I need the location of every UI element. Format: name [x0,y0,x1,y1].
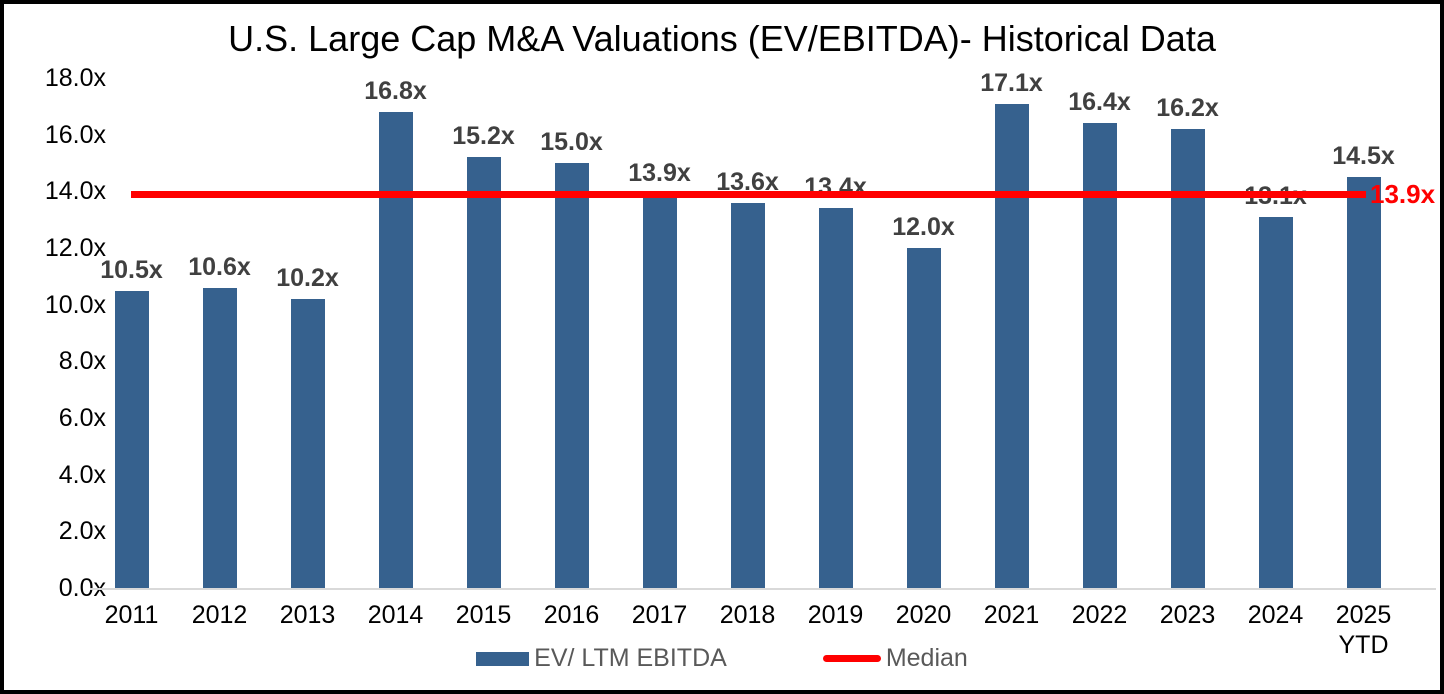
bar-2014 [378,112,413,588]
bar-value-label-2025-YTD: 14.5x [1332,142,1395,171]
bar-2020 [906,248,941,588]
y-axis-tick-label: 8.0x [58,347,106,376]
legend-label: Median [885,644,968,672]
legend: EV/ LTM EBITDA Median [4,644,1440,673]
line-swatch-icon [822,655,881,662]
bar-swatch-icon [476,651,530,666]
y-axis-tick-label: 12.0x [44,234,106,262]
bar-value-label-2013: 10.2x [276,264,339,292]
legend-item-median: Median [822,644,968,673]
x-axis-label-2015: 2015 [455,601,512,629]
y-axis-tick-label: 14.0x [44,177,106,206]
x-axis-label-2016: 2016 [543,601,600,629]
x-axis-label-2022: 2022 [1071,601,1128,629]
bar-value-label-2019: 13.4x [804,173,867,202]
bar-value-label-2017: 13.9x [628,159,691,188]
median-value-label: 13.9x [1370,179,1436,210]
bar-value-label-2011: 10.5x [100,255,163,284]
chart-title: U.S. Large Cap M&A Valuations (EV/EBITDA… [228,18,1216,59]
y-axis-tick-label: 6.0x [58,404,106,432]
bar-2021 [994,103,1029,588]
y-axis-tick-label: 16.0x [44,120,106,149]
bar-value-label-2016: 15.0x [540,128,603,156]
x-axis-label-2014: 2014 [367,601,424,629]
y-axis-tick-label: 2.0x [58,517,106,546]
x-axis-label-2025-YTD: 2025 YTD [1335,601,1392,659]
bar-value-label-2012: 10.6x [188,252,251,281]
x-axis-label-2012: 2012 [191,601,248,629]
bar-2024 [1258,216,1293,588]
bar-2017 [642,194,677,588]
bar-2013 [290,299,325,588]
x-axis-label-2013: 2013 [279,601,336,629]
bar-2015 [466,157,501,588]
bar-2022 [1082,123,1117,588]
y-axis-tick-label: 18.0x [44,64,106,92]
legend-label: EV/ LTM EBITDA [534,644,727,672]
bar-value-label-2015: 15.2x [452,122,515,151]
x-axis-label-2017: 2017 [631,601,688,629]
bar-2025-YTD [1346,177,1381,588]
bar-2019 [818,208,853,588]
bar-value-label-2023: 16.2x [1156,94,1219,122]
x-axis-label-2023: 2023 [1159,601,1216,629]
bar-2016 [554,163,589,588]
x-axis-label-2011: 2011 [104,601,159,629]
x-axis-label-2024: 2024 [1247,601,1304,629]
bar-2012 [202,287,237,588]
bar-value-label-2021: 17.1x [980,68,1043,97]
bar-2011 [114,290,149,588]
median-line [131,190,1366,198]
x-axis-label-2018: 2018 [719,601,776,629]
plot-area: 0.0x 2.0x 4.0x 6.0x 8.0x 10.0x 12.0x 14.0x 16.0x… [4,4,1440,690]
bar-value-label-2014: 16.8x [364,77,427,105]
bar-2023 [1170,129,1205,588]
bar-value-label-2022: 16.4x [1068,88,1131,117]
legend-item-ev-ltm-ebitda: EV/ LTM EBITDA [476,644,727,673]
bar-value-label-2020: 12.0x [892,213,955,241]
bar-2018 [730,202,765,588]
x-axis-label-2020: 2020 [895,601,952,629]
x-axis-line [90,588,1436,590]
x-axis-label-2021: 2021 [983,601,1040,629]
y-axis-tick-label: 10.0x [44,290,106,319]
y-axis-tick-label: 4.0x [58,460,106,489]
x-axis-label-2019: 2019 [807,601,864,629]
